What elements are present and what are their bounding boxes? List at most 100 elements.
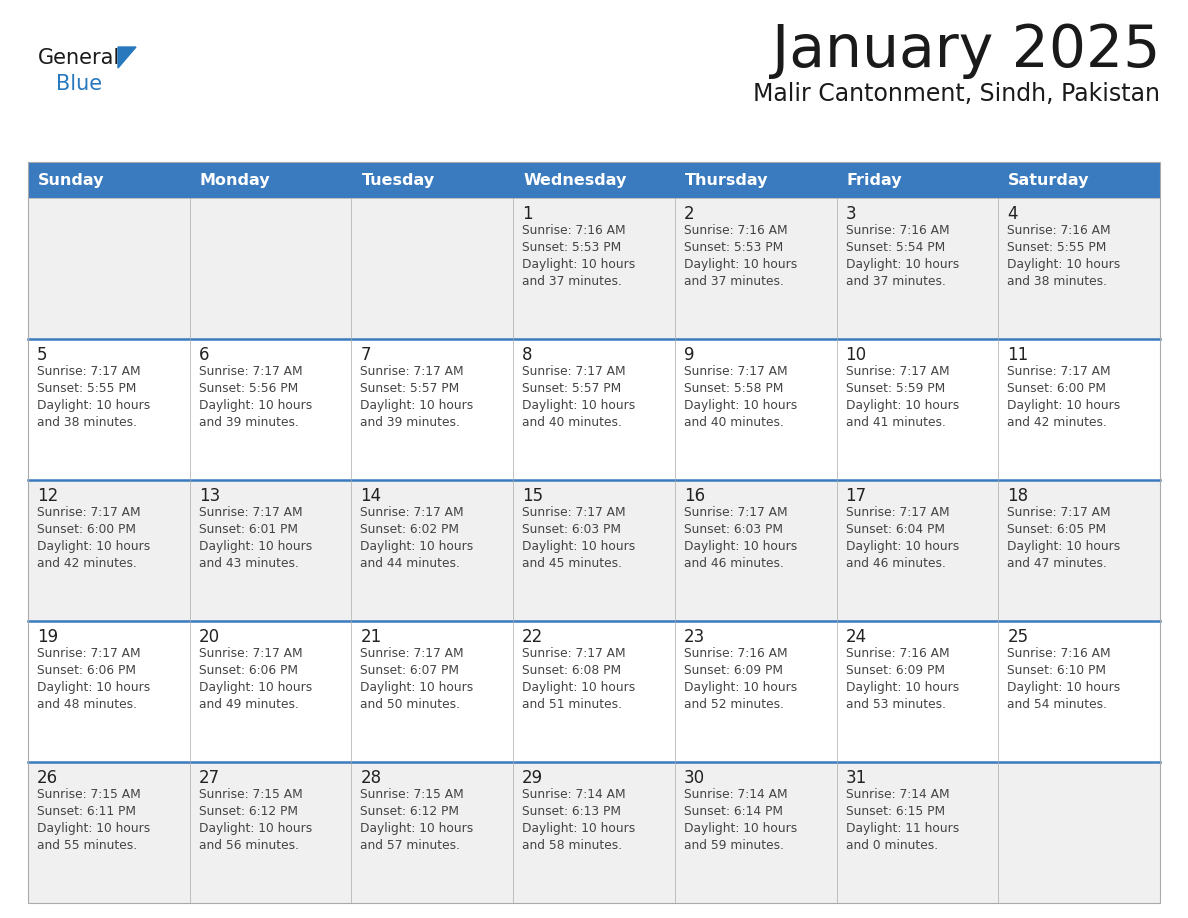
Text: Daylight: 10 hours: Daylight: 10 hours <box>360 681 474 694</box>
Text: Daylight: 10 hours: Daylight: 10 hours <box>846 540 959 553</box>
Text: and 0 minutes.: and 0 minutes. <box>846 839 937 852</box>
Text: Sunrise: 7:17 AM: Sunrise: 7:17 AM <box>198 647 302 660</box>
Text: Sunrise: 7:17 AM: Sunrise: 7:17 AM <box>360 647 465 660</box>
Text: 5: 5 <box>37 346 48 364</box>
Text: 24: 24 <box>846 628 867 646</box>
Text: 12: 12 <box>37 487 58 505</box>
Text: Daylight: 10 hours: Daylight: 10 hours <box>684 822 797 835</box>
Bar <box>352 339 513 480</box>
Text: and 40 minutes.: and 40 minutes. <box>684 416 784 429</box>
Text: Daylight: 10 hours: Daylight: 10 hours <box>846 258 959 271</box>
Text: Daylight: 10 hours: Daylight: 10 hours <box>360 540 474 553</box>
Bar <box>29 162 190 198</box>
Text: Sunset: 6:09 PM: Sunset: 6:09 PM <box>846 664 944 677</box>
Bar <box>836 162 998 198</box>
Text: and 48 minutes.: and 48 minutes. <box>37 698 137 711</box>
Text: Sunrise: 7:15 AM: Sunrise: 7:15 AM <box>37 788 140 801</box>
Text: and 52 minutes.: and 52 minutes. <box>684 698 784 711</box>
Text: Sunrise: 7:14 AM: Sunrise: 7:14 AM <box>846 788 949 801</box>
Text: 10: 10 <box>846 346 867 364</box>
Text: Sunset: 5:55 PM: Sunset: 5:55 PM <box>37 382 137 395</box>
Text: 26: 26 <box>37 769 58 787</box>
Text: and 44 minutes.: and 44 minutes. <box>360 557 460 570</box>
Text: and 38 minutes.: and 38 minutes. <box>1007 275 1107 288</box>
Text: 18: 18 <box>1007 487 1029 505</box>
Text: 15: 15 <box>523 487 543 505</box>
Bar <box>513 198 675 339</box>
Text: Sunset: 6:07 PM: Sunset: 6:07 PM <box>360 664 460 677</box>
Text: and 43 minutes.: and 43 minutes. <box>198 557 298 570</box>
Bar <box>352 162 513 198</box>
Text: Sunrise: 7:17 AM: Sunrise: 7:17 AM <box>360 506 465 519</box>
Text: and 47 minutes.: and 47 minutes. <box>1007 557 1107 570</box>
Polygon shape <box>118 47 135 68</box>
Text: Sunset: 6:05 PM: Sunset: 6:05 PM <box>1007 523 1106 536</box>
Text: Daylight: 10 hours: Daylight: 10 hours <box>846 681 959 694</box>
Text: and 50 minutes.: and 50 minutes. <box>360 698 461 711</box>
Text: Sunset: 6:15 PM: Sunset: 6:15 PM <box>846 805 944 818</box>
Text: Saturday: Saturday <box>1009 173 1089 187</box>
Text: Daylight: 10 hours: Daylight: 10 hours <box>1007 258 1120 271</box>
Text: Sunset: 5:55 PM: Sunset: 5:55 PM <box>1007 241 1107 254</box>
Bar <box>675 198 836 339</box>
Bar <box>513 480 675 621</box>
Text: Daylight: 10 hours: Daylight: 10 hours <box>360 399 474 412</box>
Bar <box>513 339 675 480</box>
Text: Sunset: 6:12 PM: Sunset: 6:12 PM <box>360 805 460 818</box>
Text: Sunset: 6:03 PM: Sunset: 6:03 PM <box>523 523 621 536</box>
Bar <box>190 162 352 198</box>
Text: 25: 25 <box>1007 628 1029 646</box>
Text: Sunset: 6:12 PM: Sunset: 6:12 PM <box>198 805 298 818</box>
Text: 22: 22 <box>523 628 543 646</box>
Text: Sunset: 6:14 PM: Sunset: 6:14 PM <box>684 805 783 818</box>
Text: and 59 minutes.: and 59 minutes. <box>684 839 784 852</box>
Text: 1: 1 <box>523 205 532 223</box>
Text: Thursday: Thursday <box>684 173 769 187</box>
Text: Sunrise: 7:17 AM: Sunrise: 7:17 AM <box>846 506 949 519</box>
Bar <box>836 762 998 903</box>
Text: 3: 3 <box>846 205 857 223</box>
Bar <box>998 480 1159 621</box>
Text: and 56 minutes.: and 56 minutes. <box>198 839 298 852</box>
Text: Sunrise: 7:17 AM: Sunrise: 7:17 AM <box>198 506 302 519</box>
Text: Daylight: 10 hours: Daylight: 10 hours <box>523 540 636 553</box>
Text: Sunrise: 7:17 AM: Sunrise: 7:17 AM <box>360 365 465 378</box>
Text: Daylight: 10 hours: Daylight: 10 hours <box>684 540 797 553</box>
Text: Daylight: 10 hours: Daylight: 10 hours <box>198 681 312 694</box>
Bar <box>29 162 1159 903</box>
Text: Sunset: 5:57 PM: Sunset: 5:57 PM <box>523 382 621 395</box>
Bar <box>190 339 352 480</box>
Text: Sunset: 5:59 PM: Sunset: 5:59 PM <box>846 382 944 395</box>
Text: Sunset: 6:02 PM: Sunset: 6:02 PM <box>360 523 460 536</box>
Text: Sunset: 5:57 PM: Sunset: 5:57 PM <box>360 382 460 395</box>
Text: and 41 minutes.: and 41 minutes. <box>846 416 946 429</box>
Text: Sunset: 6:00 PM: Sunset: 6:00 PM <box>37 523 135 536</box>
Text: Sunset: 6:04 PM: Sunset: 6:04 PM <box>846 523 944 536</box>
Text: and 51 minutes.: and 51 minutes. <box>523 698 623 711</box>
Text: Sunrise: 7:17 AM: Sunrise: 7:17 AM <box>523 365 626 378</box>
Text: Sunrise: 7:16 AM: Sunrise: 7:16 AM <box>1007 224 1111 237</box>
Text: Daylight: 10 hours: Daylight: 10 hours <box>198 399 312 412</box>
Text: 11: 11 <box>1007 346 1029 364</box>
Bar <box>836 621 998 762</box>
Text: 14: 14 <box>360 487 381 505</box>
Bar <box>513 762 675 903</box>
Text: and 45 minutes.: and 45 minutes. <box>523 557 623 570</box>
Text: 30: 30 <box>684 769 704 787</box>
Text: Sunrise: 7:16 AM: Sunrise: 7:16 AM <box>684 224 788 237</box>
Text: Daylight: 10 hours: Daylight: 10 hours <box>1007 399 1120 412</box>
Text: Daylight: 10 hours: Daylight: 10 hours <box>684 258 797 271</box>
Text: 29: 29 <box>523 769 543 787</box>
Text: Sunrise: 7:16 AM: Sunrise: 7:16 AM <box>684 647 788 660</box>
Bar <box>675 621 836 762</box>
Text: and 57 minutes.: and 57 minutes. <box>360 839 461 852</box>
Text: and 39 minutes.: and 39 minutes. <box>360 416 460 429</box>
Text: Sunrise: 7:16 AM: Sunrise: 7:16 AM <box>846 224 949 237</box>
Text: 19: 19 <box>37 628 58 646</box>
Text: Daylight: 11 hours: Daylight: 11 hours <box>846 822 959 835</box>
Text: Sunrise: 7:17 AM: Sunrise: 7:17 AM <box>523 506 626 519</box>
Bar <box>29 339 190 480</box>
Text: and 46 minutes.: and 46 minutes. <box>846 557 946 570</box>
Text: Daylight: 10 hours: Daylight: 10 hours <box>37 822 150 835</box>
Bar <box>998 621 1159 762</box>
